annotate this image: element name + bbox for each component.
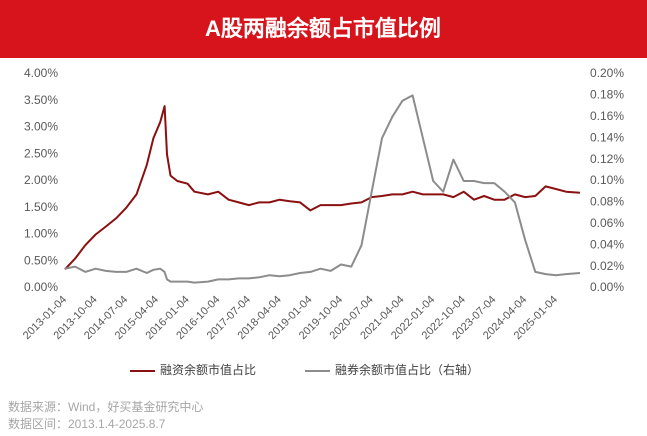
y2-tick-label: 0.08%: [590, 195, 624, 209]
series-line: [64, 105, 581, 270]
source-note: 数据来源：Wind，好买基金研究中心: [8, 399, 203, 414]
y-tick-label: 2.50%: [24, 146, 58, 160]
chart-title: A股两融余额占市值比例: [205, 16, 441, 41]
y-tick-label: 0.50%: [24, 253, 58, 267]
y-tick-label: 2.00%: [24, 173, 58, 187]
y-tick-label: 1.50%: [24, 200, 58, 214]
legend-label: 融资余额市值占比: [160, 362, 256, 377]
y2-tick-label: 0.14%: [590, 130, 624, 144]
y-tick-label: 0.00%: [24, 280, 58, 294]
y-tick-label: 1.00%: [24, 227, 58, 241]
y2-tick-label: 0.18%: [590, 88, 624, 102]
y-tick-label: 4.00%: [24, 66, 58, 80]
y2-tick-label: 0.16%: [590, 109, 624, 123]
y2-tick-label: 0.20%: [590, 66, 624, 80]
y-tick-label: 3.00%: [24, 120, 58, 134]
y2-tick-label: 0.02%: [590, 259, 624, 273]
legend-label: 融券余额市值占比（右轴）: [335, 362, 479, 377]
series-line: [64, 94, 581, 284]
period-note: 数据区间：2013.1.4-2025.8.7: [8, 416, 166, 431]
y-tick-label: 3.50%: [24, 93, 58, 107]
y2-tick-label: 0.12%: [590, 152, 624, 166]
y2-tick-label: 0.06%: [590, 216, 624, 230]
y2-tick-label: 0.10%: [590, 173, 624, 187]
y2-tick-label: 0.00%: [590, 280, 624, 294]
title-banner: [0, 0, 647, 58]
y2-tick-label: 0.04%: [590, 237, 624, 251]
